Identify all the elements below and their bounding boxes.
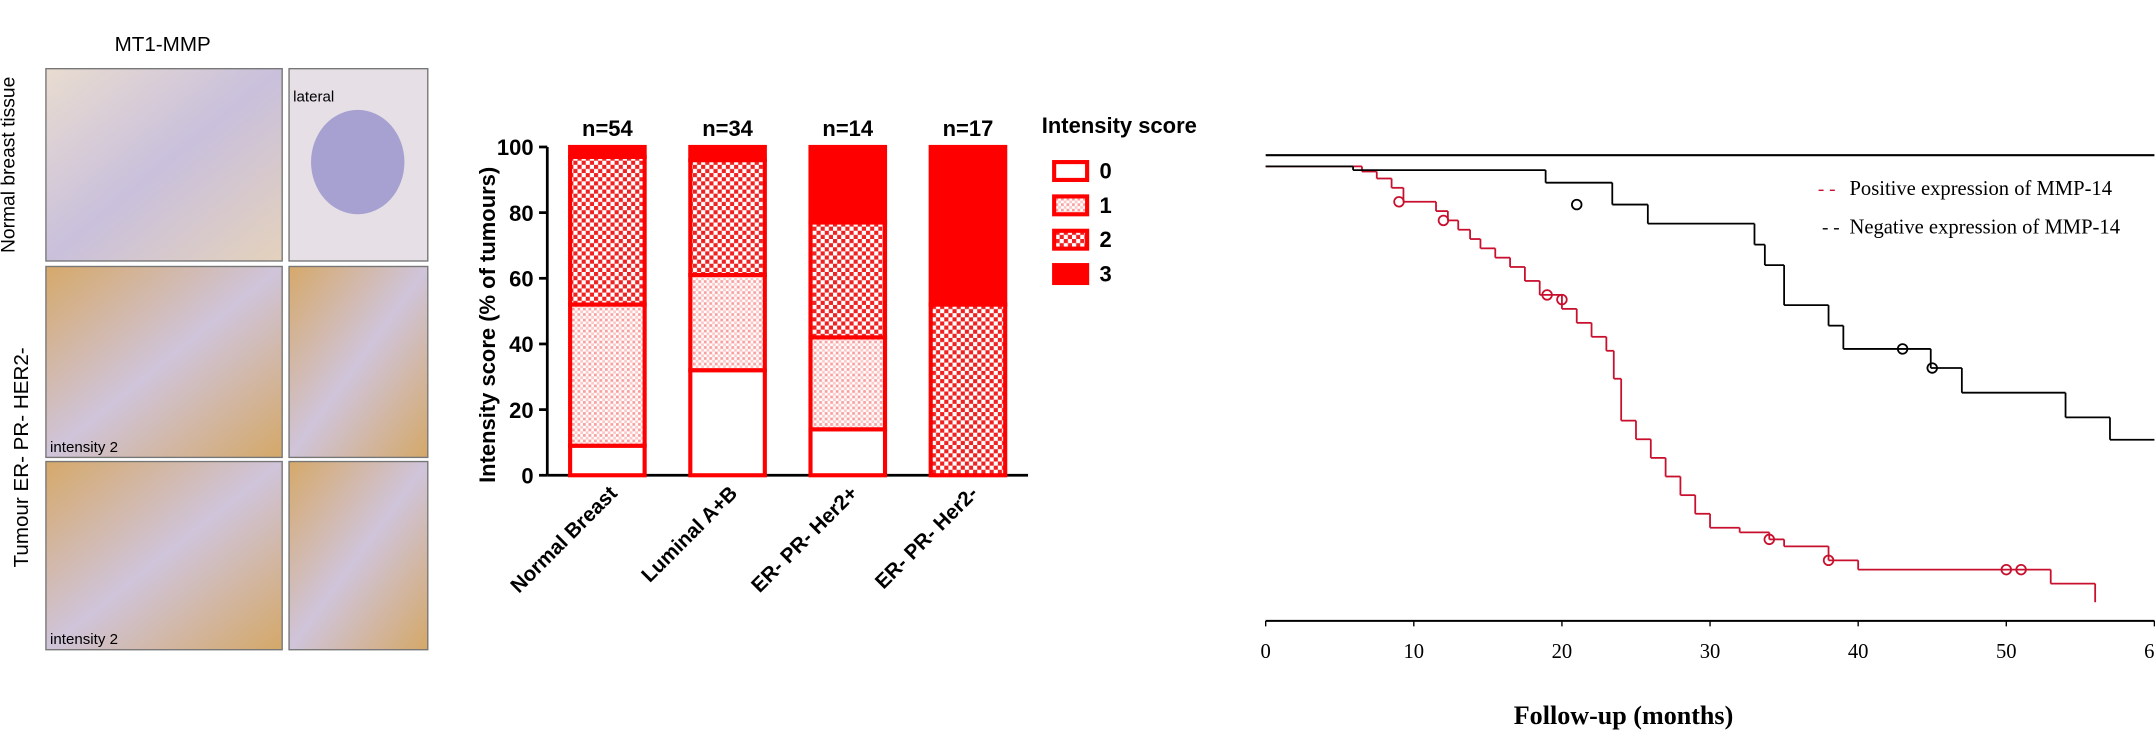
y-tick-label: 60 (509, 267, 533, 292)
histology: MT1-MMP Normal breast tissue Tumour ER- … (0, 33, 429, 651)
legend-label: 0 (1099, 159, 1111, 184)
legend-swatch (1052, 160, 1090, 183)
bar-segment (568, 302, 647, 448)
x-tick-label: 50 (1996, 641, 2017, 663)
bar-segment (688, 158, 767, 278)
bar-segment (688, 272, 767, 373)
x-tick-label: ER- PR- Her2- (871, 482, 983, 594)
row-label: Normal breast tissue (0, 77, 19, 253)
y-tick-label: 100 (497, 135, 534, 160)
x-tick-label: 10 (1404, 641, 1425, 663)
censor-mark (1437, 214, 1450, 227)
y-tick-label: 40 (509, 332, 533, 357)
nucleus (311, 109, 405, 215)
bar-annotation: n=14 (822, 116, 873, 141)
x-tick-label: ER- PR- Her2+ (747, 482, 862, 597)
tissue-image (288, 460, 429, 651)
y-axis-label: Intensity score (% of tumours) (475, 167, 500, 483)
censor-mark (2000, 563, 2012, 576)
y-tick-label: 20 (509, 398, 533, 423)
intensity-label: intensity 2 (50, 631, 118, 648)
bar-segment (808, 335, 888, 432)
bar-segment (688, 144, 767, 163)
tissue-image (45, 67, 283, 262)
x-tick-label: 60 (2144, 641, 2155, 663)
x-tick-label: Normal Breast (506, 482, 622, 598)
histology-title: MT1-MMP (115, 33, 211, 56)
legend-swatch (1052, 228, 1090, 251)
legend-label: 3 (1099, 262, 1111, 287)
censor-mark (2015, 563, 2027, 576)
x-tick-label: 0 (1261, 641, 1271, 663)
x-tick-label: 20 (1552, 641, 1573, 663)
bar-annotation: n=54 (582, 116, 633, 141)
tissue-image (288, 265, 429, 459)
tissue-image (45, 460, 283, 651)
row-label: Tumour ER- PR- HER2- (10, 347, 33, 567)
bar-segment (928, 302, 1008, 478)
censor-mark (1571, 198, 1583, 211)
legend-swatch (1052, 194, 1090, 217)
censor-mark (1822, 554, 1835, 567)
legend-label: Positive expression of MMP-14 (1849, 178, 2112, 200)
censor-mark (1541, 289, 1553, 301)
legend-dash: - - (1818, 179, 1836, 200)
bar-annotation: n=34 (702, 116, 753, 141)
x-tick-label: Luminal A+B (637, 482, 742, 587)
bar-segment (568, 443, 647, 478)
censor-mark (1896, 343, 1909, 355)
bar-segment (808, 220, 888, 340)
inset-label: lateral (293, 89, 334, 106)
bar-segment (808, 427, 888, 478)
tissue-image (45, 265, 283, 459)
y-tick-label: 80 (509, 201, 533, 226)
legend-label: 1 (1099, 193, 1111, 218)
censor-mark (1393, 196, 1405, 208)
bar-segment (928, 144, 1008, 307)
bar-segment (688, 368, 767, 478)
bar-annotation: n=17 (943, 116, 994, 141)
censor-mark (1556, 293, 1568, 306)
bar-segment (568, 144, 647, 159)
legend-title: Intensity score (1042, 113, 1197, 138)
x-tick-label: 40 (1848, 641, 1869, 663)
y-tick-label: 0 (521, 464, 533, 489)
legend-label: 2 (1099, 227, 1111, 252)
x-tick-label: 30 (1700, 641, 1721, 663)
bar-segment (568, 154, 647, 307)
censor-mark (1926, 362, 1938, 374)
legend-dash: - - (1822, 218, 1840, 239)
censor-mark (1763, 533, 1775, 546)
legend-swatch (1052, 263, 1090, 286)
x-axis-label: Follow-up (months) (1514, 701, 1734, 730)
bar-segment (808, 144, 888, 225)
legend-label: Negative expression of MMP-14 (1849, 217, 2120, 239)
intensity-label: intensity 2 (50, 439, 118, 456)
